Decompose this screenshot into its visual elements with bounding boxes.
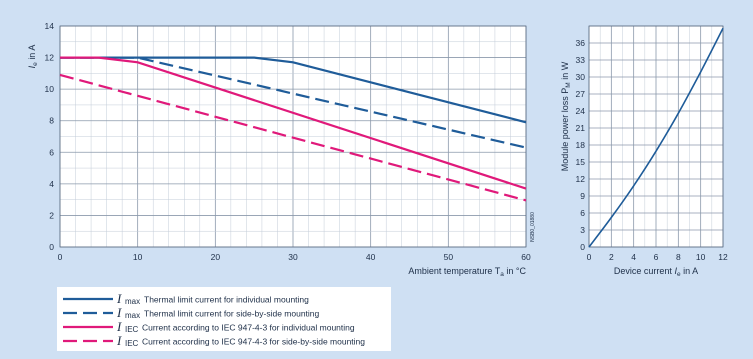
x-tick-label: 20 xyxy=(211,252,221,262)
x-axis-title: Ambient temperature Ta in °C xyxy=(408,266,526,278)
x-tick-label: 30 xyxy=(288,252,298,262)
left-tick-labels: 0 10 20 30 40 50 60 0 2 4 6 8 10 12 14 xyxy=(45,21,531,262)
y-tick-label: 18 xyxy=(576,140,586,150)
left-series-group xyxy=(59,56,527,202)
x-tick-label: 2 xyxy=(609,252,614,262)
y-tick-label: 15 xyxy=(576,157,586,167)
figure-code-label: NSB0_01880 xyxy=(530,212,536,242)
y-tick-label: 4 xyxy=(49,179,54,189)
legend-label-3: Current according to IEC 947-4-3 for ind… xyxy=(142,323,355,333)
y-tick-label: 12 xyxy=(45,53,55,63)
left-plot-frame xyxy=(59,25,527,248)
x-tick-label: 0 xyxy=(58,252,63,262)
y-tick-label: 8 xyxy=(49,116,54,126)
legend-symbol-sub: IEC xyxy=(125,339,139,348)
y-tick-label: 21 xyxy=(576,123,586,133)
y-axis-title: Module power loss PM in W xyxy=(560,61,572,171)
y-tick-label: 27 xyxy=(576,89,586,99)
x-tick-label: 40 xyxy=(366,252,376,262)
legend-symbol: I xyxy=(116,305,122,320)
x-tick-label: 60 xyxy=(521,252,531,262)
right-plot-frame xyxy=(588,25,724,248)
legend-symbol-sub: IEC xyxy=(125,325,139,334)
y-tick-label: 0 xyxy=(49,242,54,252)
x-tick-label: 4 xyxy=(631,252,636,262)
right-series-group xyxy=(588,27,724,248)
y-tick-label: 30 xyxy=(576,72,586,82)
series-line-3 xyxy=(60,56,527,190)
legend-symbol: I xyxy=(116,291,122,306)
y-tick-label: 0 xyxy=(580,242,585,252)
y-tick-label: 3 xyxy=(580,225,585,235)
y-tick-label: 10 xyxy=(45,84,55,94)
x-tick-label: 6 xyxy=(654,252,659,262)
x-tick-label: 10 xyxy=(696,252,706,262)
left-grid xyxy=(59,25,527,248)
right-grid xyxy=(588,25,724,248)
y-tick-label: 6 xyxy=(49,147,54,157)
legend-label-4: Current according to IEC 947-4-3 for sid… xyxy=(142,337,365,347)
y-tick-label: 14 xyxy=(45,21,55,31)
y-tick-label: 9 xyxy=(580,191,585,201)
legend-symbol: I xyxy=(116,333,122,348)
y-tick-label: 6 xyxy=(580,208,585,218)
y-tick-label: 2 xyxy=(49,210,54,220)
legend-symbol: I xyxy=(116,319,122,334)
x-axis-title: Device current Ie in A xyxy=(614,266,698,278)
series-line-1 xyxy=(60,56,527,124)
legend-symbol-sub: max xyxy=(125,297,140,306)
x-tick-label: 50 xyxy=(444,252,454,262)
series-line-4 xyxy=(59,73,527,202)
x-tick-label: 0 xyxy=(587,252,592,262)
axis-titles: Ambient temperature Ta in °C Ie in A NSB0_… xyxy=(27,45,698,278)
x-tick-label: 8 xyxy=(676,252,681,262)
y-tick-label: 33 xyxy=(576,55,586,65)
x-tick-label: 12 xyxy=(718,252,728,262)
y-tick-label: 24 xyxy=(576,106,586,116)
y-axis-title: Ie in A xyxy=(27,45,39,69)
y-tick-label: 36 xyxy=(576,38,586,48)
x-tick-label: 10 xyxy=(133,252,143,262)
legend-symbol-sub: max xyxy=(125,311,140,320)
y-tick-label: 12 xyxy=(576,174,586,184)
legend-label-2: Thermal limit current for side-by-side m… xyxy=(144,309,320,319)
power-loss-curve xyxy=(588,27,724,248)
legend-label-1: Thermal limit current for individual mou… xyxy=(144,295,309,305)
